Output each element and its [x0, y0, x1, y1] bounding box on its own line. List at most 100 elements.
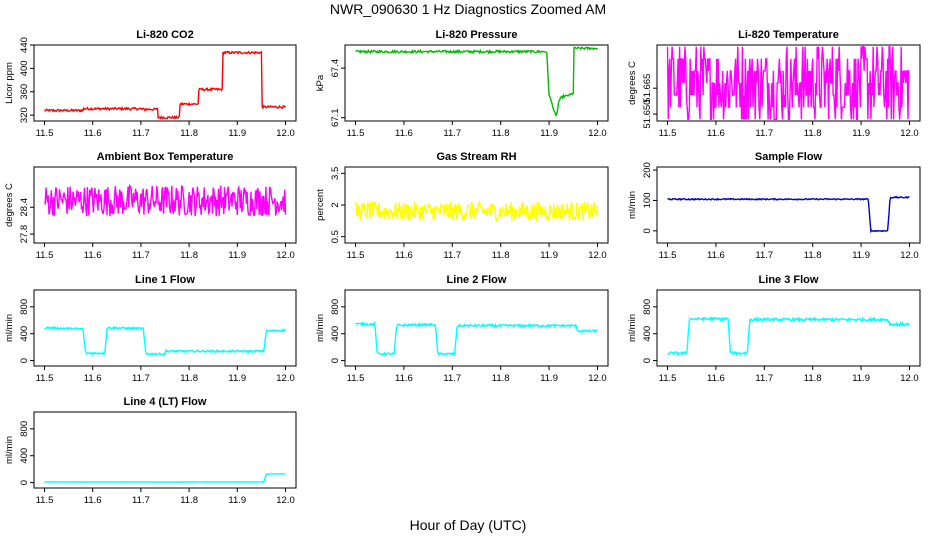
y-tick-label: 400	[19, 448, 30, 464]
x-tick-label: 11.6	[395, 250, 413, 261]
x-tick-label: 11.5	[36, 128, 54, 139]
x-tick-label: 11.9	[228, 128, 246, 139]
series-line	[44, 473, 286, 483]
x-tick-label: 11.9	[228, 495, 246, 506]
x-tick-label: 11.6	[395, 128, 413, 139]
x-tick-label: 11.5	[36, 250, 54, 261]
y-tick-label: 0	[642, 358, 653, 363]
x-tick-label: 11.7	[443, 250, 461, 261]
x-tick-label: 11.7	[132, 373, 150, 384]
series-line	[355, 45, 598, 117]
plot-frame	[656, 289, 921, 367]
y-axis-label: ml/min	[315, 314, 326, 342]
x-tick-label: 11.8	[492, 250, 510, 261]
x-tick-label: 11.5	[659, 128, 677, 139]
y-tick-label: 0	[330, 358, 341, 363]
panel-title: Li-820 Pressure	[436, 29, 518, 41]
y-tick-label: 0	[642, 228, 653, 233]
panel-title: Line 3 Flow	[759, 274, 819, 286]
x-tick-label: 11.5	[36, 495, 54, 506]
x-tick-label: 11.7	[132, 128, 150, 139]
chart-panel-1: Li-820 CO2 11.5 11.6 11.7 11.8 11.9 12.0 320 360…	[4, 29, 297, 139]
y-axis-label: ml/min	[4, 314, 15, 342]
x-tick-label: 11.6	[84, 495, 102, 506]
x-tick-label: 11.7	[755, 250, 773, 261]
x-tick-label: 11.6	[707, 373, 725, 384]
chart-panel-6: Sample Flow 11.5 11.6 11.7 11.8 11.9 12.0 0 100 2…	[627, 151, 921, 261]
plot-frame	[33, 289, 297, 367]
y-tick-label: 0	[19, 358, 30, 363]
y-tick-label: 27.8	[19, 225, 30, 244]
x-tick-label: 11.8	[180, 495, 198, 506]
x-tick-label: 12.0	[588, 128, 607, 139]
x-tick-label: 11.8	[180, 250, 198, 261]
x-tick-label: 12.0	[588, 373, 607, 384]
y-tick-label: 440	[19, 37, 30, 53]
series-line	[354, 199, 599, 222]
y-tick-label: 2	[330, 202, 341, 207]
chart-panel-10: Line 4 (LT) Flow 11.5 11.6 11.7 11.8 11.9 12.0…	[4, 396, 297, 506]
plot-frame	[344, 44, 609, 122]
y-axis-label: kPa	[315, 74, 326, 91]
x-tick-label: 11.5	[659, 373, 677, 384]
series-line	[355, 320, 598, 357]
panel-title: Sample Flow	[755, 151, 823, 163]
series-line	[666, 46, 910, 121]
plot-frame	[656, 44, 921, 122]
y-tick-label: 800	[19, 299, 30, 315]
x-tick-label: 11.7	[132, 495, 150, 506]
x-tick-label: 11.5	[347, 128, 365, 139]
y-tick-label: 0.5	[330, 230, 341, 243]
chart-panel-8: Line 2 Flow 11.5 11.6 11.7 11.8 11.9 12.0 0 400 8…	[315, 274, 609, 384]
x-axis-label: Hour of Day (UTC)	[409, 517, 527, 533]
y-tick-label: 0	[19, 480, 30, 485]
x-tick-label: 11.9	[540, 373, 558, 384]
x-tick-label: 12.0	[588, 250, 607, 261]
plot-frame	[344, 289, 609, 367]
x-tick-label: 12.0	[900, 250, 919, 261]
y-axis-label: degrees C	[4, 183, 15, 227]
panel-title: Li-820 Temperature	[738, 29, 839, 41]
y-tick-label: 800	[19, 421, 30, 437]
y-tick-label: 67.1	[330, 108, 341, 127]
y-tick-label: 400	[330, 326, 341, 342]
panel-title: Li-820 CO2	[136, 29, 193, 41]
y-axis-label: degrees C	[627, 61, 638, 105]
x-tick-label: 11.6	[707, 250, 725, 261]
x-tick-label: 11.5	[347, 373, 365, 384]
x-tick-label: 11.7	[755, 373, 773, 384]
x-tick-label: 11.6	[707, 128, 725, 139]
x-tick-label: 12.0	[276, 128, 295, 139]
series-line	[43, 50, 287, 120]
x-tick-label: 11.5	[36, 373, 54, 384]
y-tick-label: 360	[19, 84, 30, 100]
panel-title: Line 4 (LT) Flow	[124, 396, 207, 408]
x-tick-label: 12.0	[276, 373, 295, 384]
x-tick-label: 12.0	[900, 373, 919, 384]
x-tick-label: 11.9	[228, 250, 246, 261]
y-tick-label: 800	[330, 299, 341, 315]
y-tick-label: 400	[19, 326, 30, 342]
series-line	[667, 316, 910, 357]
panel-title: Ambient Box Temperature	[97, 151, 234, 163]
y-tick-label: 800	[642, 299, 653, 315]
series-line	[667, 195, 910, 234]
plot-frame	[33, 166, 297, 244]
x-tick-label: 11.8	[804, 373, 822, 384]
y-tick-label: 100	[642, 193, 653, 209]
x-tick-label: 11.8	[492, 128, 510, 139]
series-line	[43, 184, 287, 217]
x-tick-label: 12.0	[276, 495, 295, 506]
chart-panel-7: Line 1 Flow 11.5 11.6 11.7 11.8 11.9 12.0 0 400 8…	[4, 274, 297, 384]
x-tick-label: 11.9	[852, 373, 870, 384]
x-tick-label: 11.6	[84, 250, 102, 261]
plot-frame	[33, 411, 297, 489]
y-tick-label: 400	[642, 326, 653, 342]
y-tick-label: 400	[19, 60, 30, 76]
series-line	[44, 325, 287, 356]
x-tick-label: 11.9	[852, 250, 870, 261]
y-axis-label: ml/min	[627, 314, 638, 342]
x-tick-label: 11.9	[852, 128, 870, 139]
x-tick-label: 11.6	[84, 373, 102, 384]
